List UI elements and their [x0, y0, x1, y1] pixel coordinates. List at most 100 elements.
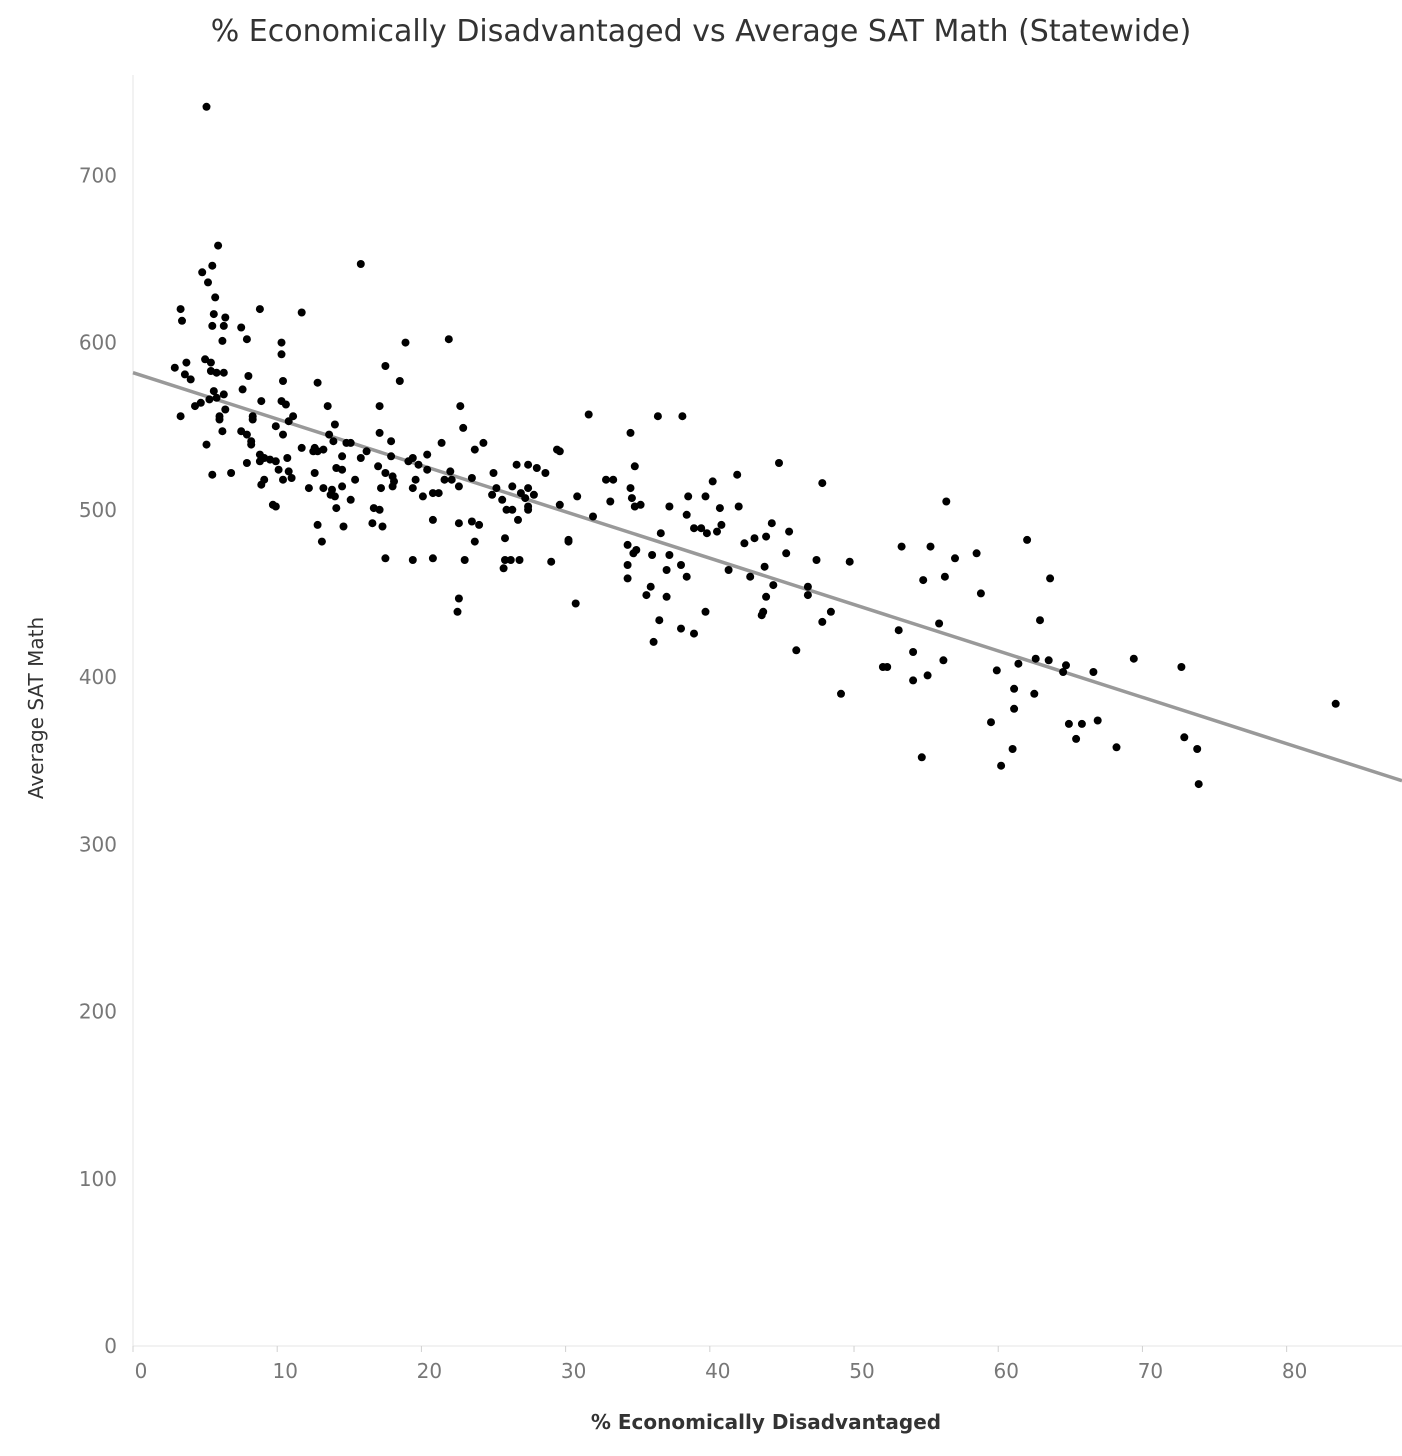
- data-point: [541, 469, 550, 477]
- data-point: [470, 537, 479, 546]
- y-tick-label: 600: [79, 331, 117, 355]
- data-point: [255, 305, 264, 314]
- data-point: [972, 549, 981, 558]
- data-point: [762, 532, 771, 541]
- data-point: [346, 438, 355, 447]
- data-point: [803, 582, 812, 591]
- data-point: [1072, 734, 1081, 743]
- data-point: [653, 412, 662, 421]
- data-point: [277, 350, 286, 359]
- data-point: [571, 599, 580, 608]
- data-point: [1177, 663, 1186, 671]
- data-point: [682, 572, 691, 581]
- data-point: [281, 400, 290, 409]
- data-point: [401, 338, 410, 347]
- data-point: [702, 529, 711, 538]
- data-point: [368, 519, 377, 528]
- data-point: [257, 397, 266, 406]
- data-point: [423, 450, 432, 459]
- data-point: [212, 368, 221, 377]
- data-point: [377, 484, 385, 493]
- data-point: [775, 459, 783, 467]
- data-point: [524, 505, 533, 514]
- data-point: [649, 637, 658, 646]
- data-point: [940, 572, 949, 581]
- data-point: [208, 470, 217, 479]
- data-point: [304, 484, 313, 493]
- data-point: [338, 482, 347, 491]
- data-point: [242, 459, 251, 467]
- data-point: [362, 447, 371, 456]
- data-point: [202, 102, 211, 111]
- data-point: [279, 377, 287, 385]
- data-point: [992, 666, 1001, 675]
- data-point: [724, 566, 733, 574]
- data-point: [447, 475, 456, 484]
- data-point: [488, 490, 497, 499]
- data-point: [428, 554, 437, 563]
- data-point: [697, 524, 706, 533]
- data-point: [221, 405, 230, 414]
- data-point: [498, 495, 507, 504]
- data-point: [785, 527, 794, 536]
- data-point: [456, 402, 465, 411]
- data-point: [279, 475, 287, 484]
- data-point: [454, 594, 463, 603]
- data-point: [1010, 684, 1019, 693]
- data-point: [1046, 574, 1055, 583]
- data-point: [170, 363, 179, 372]
- x-tick-label: 10: [272, 1359, 297, 1383]
- data-point: [374, 462, 383, 471]
- data-point: [501, 556, 509, 564]
- data-point: [894, 626, 903, 635]
- data-point: [411, 475, 420, 484]
- data-point: [218, 336, 227, 345]
- data-point: [418, 492, 427, 501]
- data-point: [750, 534, 759, 543]
- data-point: [715, 504, 724, 513]
- data-point: [690, 524, 698, 533]
- data-point: [247, 440, 256, 449]
- data-point: [284, 417, 293, 426]
- data-point: [1194, 780, 1203, 789]
- data-point: [573, 492, 582, 501]
- data-point: [589, 512, 597, 521]
- data-point: [218, 427, 227, 436]
- data-point: [313, 378, 322, 387]
- data-point: [532, 464, 541, 472]
- data-point: [782, 549, 791, 558]
- data-point: [319, 445, 328, 454]
- data-point: [248, 415, 257, 424]
- data-point: [746, 572, 755, 581]
- data-point: [662, 592, 671, 601]
- data-point: [440, 475, 449, 484]
- y-tick-label: 200: [79, 1000, 117, 1024]
- data-point: [623, 561, 632, 569]
- data-point: [917, 753, 926, 762]
- y-tick-label: 400: [79, 665, 117, 689]
- data-point: [684, 492, 693, 501]
- data-point: [515, 556, 524, 564]
- chart-title: % Economically Disadvantaged vs Average …: [210, 14, 1192, 49]
- data-point: [182, 358, 191, 367]
- data-point: [1008, 745, 1017, 753]
- data-point: [453, 607, 462, 616]
- data-point: [547, 557, 556, 566]
- data-point: [255, 457, 264, 466]
- data-point: [524, 460, 533, 469]
- data-point: [330, 492, 339, 501]
- data-point: [665, 502, 674, 511]
- data-point: [769, 581, 778, 590]
- data-point: [279, 430, 287, 439]
- y-tick-label: 500: [79, 498, 117, 522]
- data-point: [237, 323, 246, 332]
- data-point: [323, 402, 332, 411]
- data-point: [642, 591, 651, 600]
- data-point: [404, 457, 413, 466]
- data-point: [623, 540, 632, 549]
- data-point: [297, 443, 306, 452]
- data-point: [1036, 616, 1044, 625]
- data-point: [434, 489, 443, 498]
- data-point: [555, 500, 564, 509]
- trend-line-group: [132, 371, 1402, 783]
